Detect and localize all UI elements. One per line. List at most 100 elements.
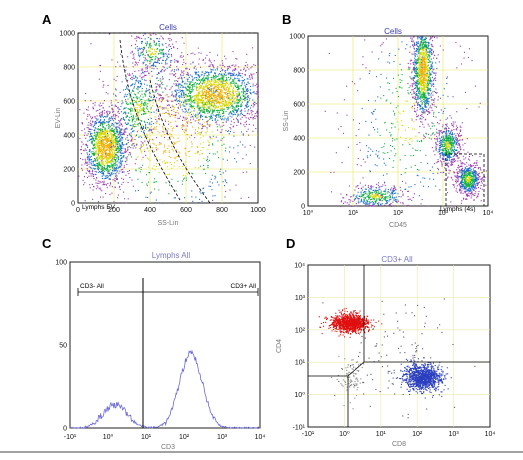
event-dot <box>187 134 188 135</box>
event-dot <box>181 77 182 78</box>
event-dot <box>165 43 166 44</box>
event-dot <box>135 102 136 103</box>
event-dot <box>173 115 174 116</box>
event-dot <box>131 140 132 141</box>
event-dot <box>224 185 225 186</box>
event-dot <box>114 140 115 141</box>
event-dot <box>176 156 177 157</box>
event-dot <box>153 66 154 67</box>
event-dot <box>198 90 199 91</box>
event-dot <box>138 190 139 191</box>
event-dot <box>244 85 245 86</box>
event-dot <box>221 85 222 86</box>
event-dot <box>360 192 361 193</box>
event-dot <box>106 185 107 186</box>
event-dot <box>168 104 169 105</box>
event-dot <box>101 169 102 170</box>
event-dot <box>94 143 95 144</box>
event-dot <box>253 84 254 85</box>
event-dot <box>171 56 172 57</box>
event-dot <box>97 138 98 139</box>
event-dot <box>375 202 376 203</box>
event-dot <box>198 167 199 168</box>
event-dot <box>141 114 142 115</box>
event-dot <box>225 171 226 172</box>
event-dot <box>242 82 243 83</box>
event-dot <box>151 100 152 101</box>
event-dot <box>180 84 181 85</box>
event-dot <box>101 150 102 151</box>
event-dot <box>145 102 146 103</box>
event-dot <box>372 197 373 198</box>
event-dot <box>124 96 125 97</box>
event-dot <box>105 138 106 139</box>
event-dot <box>156 43 157 44</box>
event-dot <box>89 164 90 165</box>
event-dot <box>368 185 369 186</box>
event-dot <box>185 68 186 69</box>
event-dot <box>127 135 128 136</box>
event-dot <box>87 159 88 160</box>
event-dot <box>188 85 189 86</box>
event-dot <box>248 109 249 110</box>
event-dot <box>223 125 224 126</box>
event-dot <box>89 158 90 159</box>
event-dot <box>240 73 241 74</box>
event-dot <box>139 91 140 92</box>
event-dot <box>111 118 112 119</box>
event-dot <box>81 164 82 165</box>
event-dot <box>167 166 168 167</box>
event-dot <box>146 111 147 112</box>
event-dot <box>402 181 403 182</box>
event-dot <box>231 81 232 82</box>
event-dot <box>130 103 131 104</box>
event-dot <box>85 160 86 161</box>
event-dot <box>99 156 100 157</box>
event-dot <box>132 77 133 78</box>
event-dot <box>167 113 168 114</box>
event-dot <box>111 137 112 138</box>
event-dot <box>223 101 224 102</box>
event-dot <box>132 108 133 109</box>
event-dot <box>148 167 149 168</box>
event-dot <box>162 161 163 162</box>
event-dot <box>141 48 142 49</box>
event-dot <box>183 175 184 176</box>
event-dot <box>408 196 409 197</box>
event-dot <box>145 38 146 39</box>
event-dot <box>118 116 119 117</box>
event-dot <box>404 205 405 206</box>
event-dot <box>246 70 247 71</box>
event-dot <box>178 69 179 70</box>
event-dot <box>170 122 171 123</box>
event-dot <box>227 118 228 119</box>
event-dot <box>198 64 199 65</box>
event-dot <box>161 36 162 37</box>
event-dot <box>425 137 426 138</box>
event-dot <box>212 182 213 183</box>
event-dot <box>199 79 200 80</box>
event-dot <box>123 179 124 180</box>
event-dot <box>382 200 383 201</box>
event-dot <box>126 143 127 144</box>
event-dot <box>239 93 240 94</box>
event-dot <box>242 102 243 103</box>
event-dot <box>104 171 105 172</box>
event-dot <box>111 166 112 167</box>
event-dot <box>114 79 115 80</box>
event-dot <box>184 129 185 130</box>
event-dot <box>207 81 208 82</box>
event-dot <box>142 143 143 144</box>
event-dot <box>155 92 156 93</box>
event-dot <box>156 200 157 201</box>
event-dot <box>106 137 107 138</box>
event-dot <box>178 113 179 114</box>
event-dot <box>218 184 219 185</box>
event-dot <box>123 153 124 154</box>
event-dot <box>137 81 138 82</box>
event-dot <box>115 66 116 67</box>
event-dot <box>413 197 414 198</box>
event-dot <box>146 88 147 89</box>
event-dot <box>242 117 243 118</box>
event-dot <box>133 131 134 132</box>
